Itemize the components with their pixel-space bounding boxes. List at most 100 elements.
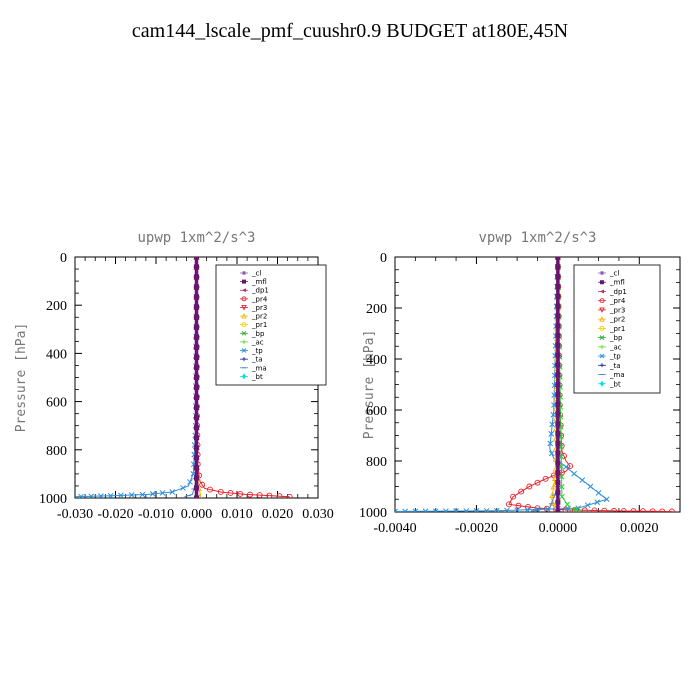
marker-pr4 bbox=[534, 505, 541, 512]
chart-2: vpwp 1xm^2/s^3 Pressure [hPa] -0.0040 -0.00… bbox=[359, 230, 681, 536]
marker-mfl bbox=[194, 485, 199, 491]
legend-label: _mfl bbox=[609, 279, 625, 287]
legend-label: _pr1 bbox=[609, 325, 625, 333]
x-tick-label: 0.0020 bbox=[620, 521, 659, 536]
marker-tp bbox=[584, 502, 591, 509]
chart-1: upwp 1xm^2/s^3 Pressure [hPa] -0.030 -0.020… bbox=[14, 230, 334, 522]
marker-mfl bbox=[555, 440, 561, 446]
marker-mfl bbox=[555, 274, 561, 280]
marker-mfl bbox=[555, 450, 561, 456]
marker-mfl bbox=[555, 391, 561, 397]
marker-tp bbox=[504, 507, 510, 512]
y-tick-label: 0 bbox=[380, 251, 387, 266]
legend-label: _dp1 bbox=[251, 287, 269, 295]
marker-tp bbox=[98, 493, 104, 498]
marker-pr4 bbox=[591, 507, 598, 512]
legend-label: _mfl bbox=[251, 278, 267, 286]
marker-tp bbox=[524, 506, 531, 512]
marker-pr4 bbox=[620, 508, 627, 512]
marker-mfl bbox=[194, 425, 199, 431]
legend-label: _tp bbox=[609, 353, 621, 361]
marker-mfl bbox=[194, 495, 199, 498]
marker-mfl bbox=[194, 405, 199, 411]
marker-mfl bbox=[194, 294, 199, 300]
marker-tp bbox=[463, 508, 470, 512]
legend-label: _pr3 bbox=[609, 306, 625, 314]
marker-mfl bbox=[555, 470, 561, 476]
marker-tp bbox=[432, 508, 439, 512]
marker-mfl bbox=[194, 304, 199, 310]
legend-marker bbox=[241, 305, 247, 311]
marker-tp bbox=[563, 464, 569, 470]
marker-mfl bbox=[194, 375, 199, 380]
legend-marker bbox=[242, 279, 246, 284]
marker-tp bbox=[514, 507, 520, 512]
marker-mfl bbox=[555, 431, 561, 437]
legend-marker bbox=[241, 296, 247, 302]
legend-label: _bt bbox=[609, 380, 621, 388]
legend-label: _bp bbox=[251, 330, 265, 338]
marker-mfl bbox=[555, 421, 561, 427]
marker-mfl bbox=[555, 509, 561, 512]
legend-marker bbox=[600, 363, 604, 368]
marker-tp bbox=[587, 483, 594, 490]
marker-pr4 bbox=[542, 475, 549, 482]
marker-mfl bbox=[194, 465, 199, 471]
legend-marker bbox=[242, 357, 246, 362]
marker-pr4 bbox=[534, 479, 541, 486]
marker-mfl bbox=[194, 455, 199, 461]
marker-mfl bbox=[194, 334, 199, 340]
marker-tp bbox=[603, 496, 610, 503]
marker-tp bbox=[579, 477, 586, 483]
legend-marker bbox=[599, 307, 605, 313]
y-axis-label: Pressure [hPa] bbox=[362, 330, 377, 440]
legend-label: _cl bbox=[609, 270, 619, 278]
marker-mfl bbox=[194, 415, 199, 421]
marker-mfl bbox=[194, 274, 199, 280]
legend-marker bbox=[599, 335, 605, 340]
x-tick-label: 0.010 bbox=[221, 507, 253, 522]
marker-mfl bbox=[555, 342, 561, 348]
legend-label: _ac bbox=[251, 338, 264, 346]
x-tick-label: 0.000 bbox=[181, 507, 213, 522]
marker-tp bbox=[88, 493, 95, 498]
x-tick-label: 0.0000 bbox=[539, 521, 578, 536]
legend-label: _pr4 bbox=[609, 297, 626, 305]
marker-mfl bbox=[555, 362, 561, 368]
legend-label: _ta bbox=[251, 356, 263, 364]
marker-mfl bbox=[555, 480, 561, 486]
legend-label: _ac bbox=[609, 343, 622, 351]
y-tick-label: 800 bbox=[46, 444, 67, 459]
legend-marker bbox=[600, 380, 604, 387]
y-tick-label: 400 bbox=[46, 347, 67, 362]
marker-tp bbox=[139, 491, 146, 498]
y-tick-label: 200 bbox=[46, 299, 67, 314]
marker-mfl bbox=[555, 382, 561, 387]
marker-mfl bbox=[194, 435, 199, 441]
marker-mfl bbox=[555, 372, 561, 378]
marker-pr4 bbox=[640, 508, 646, 512]
marker-tp bbox=[548, 450, 555, 457]
marker-pr4 bbox=[199, 481, 206, 488]
marker-tp bbox=[180, 485, 186, 491]
marker-tp bbox=[78, 493, 84, 498]
marker-mfl bbox=[555, 323, 561, 329]
x-tick-label: 0.030 bbox=[302, 507, 334, 522]
marker-pr4 bbox=[266, 492, 273, 498]
x-tick-label: 0.020 bbox=[262, 507, 294, 522]
marker-pr4 bbox=[562, 506, 569, 512]
legend-marker bbox=[600, 344, 604, 349]
chart-title: vpwp 1xm^2/s^3 bbox=[478, 230, 596, 246]
marker-pr2 bbox=[550, 482, 558, 490]
marker-tp bbox=[422, 508, 429, 512]
marker-pr4 bbox=[567, 463, 574, 470]
legend-marker bbox=[600, 280, 604, 285]
legend-label: _bp bbox=[609, 334, 623, 342]
legend-marker bbox=[241, 348, 247, 353]
marker-tp bbox=[548, 431, 555, 437]
marker-mfl bbox=[194, 385, 199, 391]
marker-tp bbox=[187, 479, 193, 485]
marker-ac bbox=[564, 501, 571, 508]
legend-marker bbox=[600, 271, 604, 275]
